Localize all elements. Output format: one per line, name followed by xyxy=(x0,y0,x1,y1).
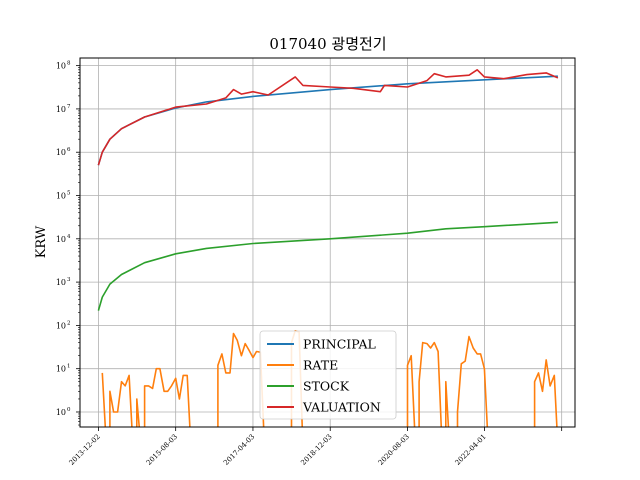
y-tick-exponent: 5 xyxy=(67,191,71,197)
series-valuation xyxy=(97,69,559,166)
y-tick-exponent: 4 xyxy=(67,234,71,240)
y-tick-label: 10 xyxy=(56,192,66,201)
y-axis-label: KRW xyxy=(34,225,49,258)
legend: PRINCIPAL RATE STOCK VALUATION xyxy=(259,330,397,420)
legend-entry: STOCK xyxy=(303,379,350,394)
series-line xyxy=(101,330,558,427)
chart-title: 017040 광명전기 xyxy=(269,35,386,53)
y-tick-label: 10 xyxy=(56,148,66,157)
legend-entry: RATE xyxy=(303,358,338,373)
plot-area xyxy=(97,69,559,427)
y-tick-exponent: 0 xyxy=(67,407,71,413)
y-tick-exponent: 6 xyxy=(67,147,71,153)
y-tick-label: 10 xyxy=(56,235,66,244)
y-tick-exponent: 8 xyxy=(67,61,71,67)
y-tick-label: 10 xyxy=(56,365,66,374)
y-tick-exponent: 1 xyxy=(67,364,71,370)
legend-box xyxy=(259,330,397,420)
series-line xyxy=(97,69,559,166)
series-rate xyxy=(101,330,558,427)
series-line xyxy=(97,221,558,311)
axes-frame xyxy=(79,57,576,428)
y-tick-label: 10 xyxy=(56,62,66,71)
y-tick-label: 10 xyxy=(56,278,66,287)
y-tick-exponent: 3 xyxy=(67,277,71,283)
legend-entry: PRINCIPAL xyxy=(303,337,376,352)
legend-entry: VALUATION xyxy=(302,400,381,415)
series-stock xyxy=(97,221,558,311)
y-tick-label: 10 xyxy=(56,321,66,330)
y-tick-exponent: 7 xyxy=(67,104,71,110)
y-tick-label: 10 xyxy=(56,105,66,114)
grid-lines xyxy=(80,58,575,427)
y-tick-label: 10 xyxy=(56,408,66,417)
y-tick-exponent: 2 xyxy=(67,320,71,326)
